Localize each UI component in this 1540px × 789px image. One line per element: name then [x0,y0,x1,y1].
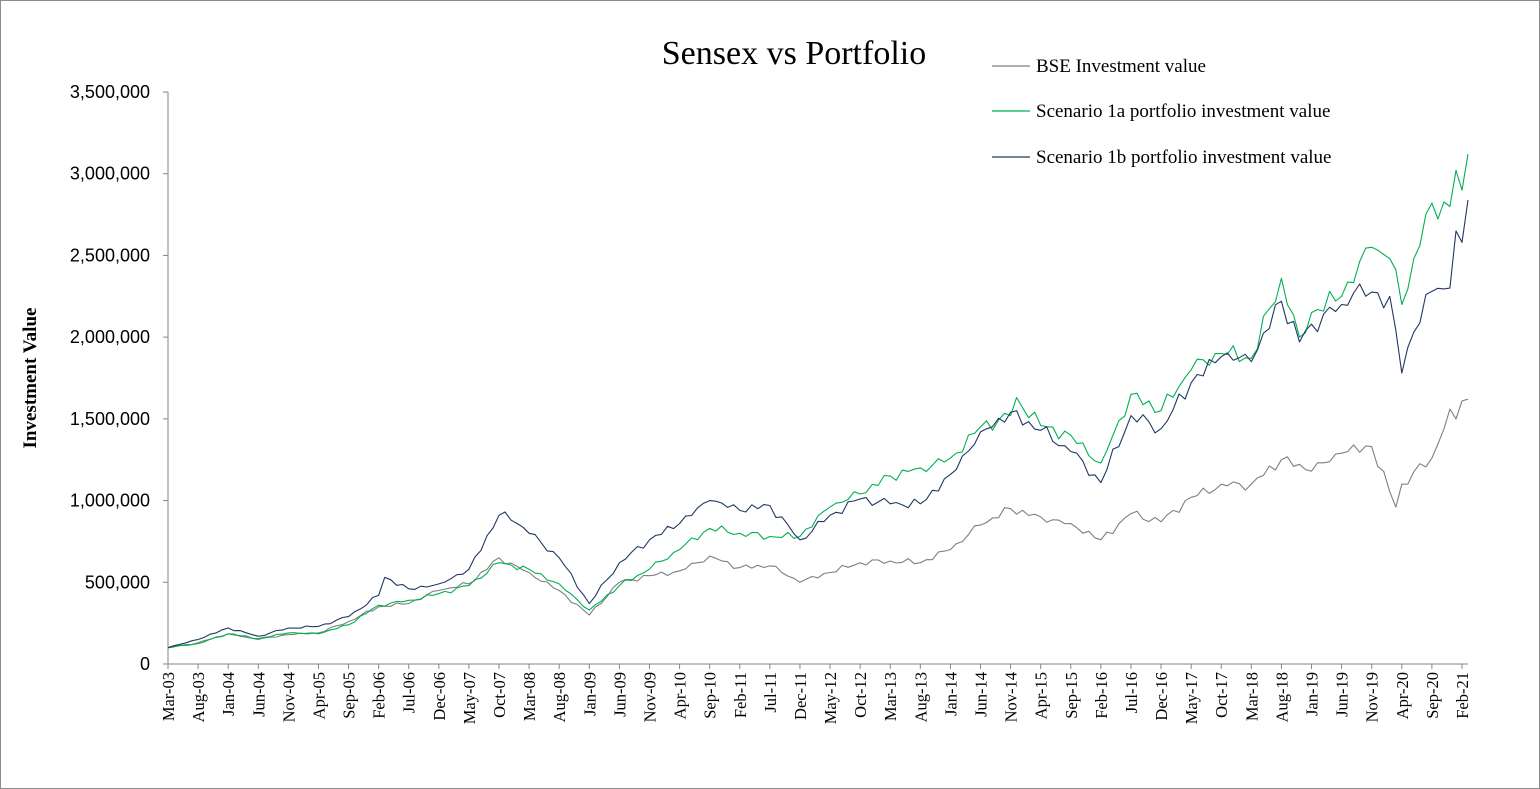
legend: BSE Investment value Scenario 1a portfoli… [992,56,1331,168]
x-tick-label: May-12 [821,672,840,724]
x-tick-label: Feb-16 [1092,672,1111,719]
x-axis: Mar-03 Aug-03 Jan-04 Jun-04 Nov-04 Apr-05 Sep-… [159,663,1472,724]
x-tick-label: Oct-17 [1212,672,1231,718]
x-tick-label: Nov-19 [1363,672,1382,722]
legend-label-1: BSE Investment value [1036,56,1206,77]
y-axis-label: Investment Value [20,308,41,449]
x-tick-label: Jan-04 [219,672,238,716]
legend-label-2: Scenario 1a portfolio investment value [1036,101,1330,122]
x-tick-label: Dec-11 [791,672,810,720]
chart-title: Sensex vs Portfolio [662,35,926,72]
x-tick-label: Sep-10 [701,672,720,719]
x-tick-label: May-07 [460,672,479,724]
x-tick-label: Mar-03 [159,672,178,721]
series-line-1 [167,398,1469,649]
x-tick-label: Aug-18 [1272,672,1291,722]
x-tick-label: Apr-20 [1393,672,1412,719]
y-tick-label: 2,500,000 [70,245,150,265]
x-tick-label: Oct-07 [490,672,509,718]
x-tick-label: Nov-09 [640,672,659,722]
y-axis: 0 500,000 1,000,000 1,500,000 2,000,000 2,500… [70,82,169,674]
x-tick-label: Sep-20 [1423,672,1442,719]
y-tick-label: 500,000 [85,572,150,592]
x-tick-label: Aug-13 [911,672,930,722]
y-tick-label: 0 [140,654,150,674]
x-tick-label: Jun-14 [972,672,991,717]
x-tick-label: Dec-06 [430,672,449,721]
series-line-3 [167,199,1469,649]
x-tick-label: Jan-19 [1303,672,1322,716]
x-tick-label: Jun-04 [249,672,268,717]
legend-label-3: Scenario 1b portfolio investment value [1036,147,1331,168]
x-tick-label: Nov-04 [279,672,298,722]
x-tick-label: Mar-13 [881,672,900,721]
x-tick-label: Aug-03 [189,672,208,722]
x-tick-label: Apr-10 [671,672,690,719]
x-tick-label: Mar-18 [1242,672,1261,721]
x-tick-label: Sep-15 [1062,672,1081,719]
x-tick-label: Jul-11 [761,672,780,713]
x-tick-label: Jan-09 [580,672,599,716]
x-tick-label: Jun-19 [1333,672,1352,717]
x-tick-label: Aug-08 [550,672,569,722]
x-tick-label: Dec-16 [1152,672,1171,721]
x-tick-label: Jun-09 [610,672,629,717]
x-tick-label: Jul-16 [1122,672,1141,713]
y-tick-label: 3,500,000 [70,82,150,102]
y-tick-label: 2,000,000 [70,327,150,347]
x-tick-label: Sep-05 [340,672,359,719]
x-tick-label: Feb-21 [1453,672,1472,719]
x-tick-label: Oct-12 [851,672,870,718]
y-tick-label: 1,500,000 [70,409,150,429]
series-line-2 [167,154,1469,649]
x-tick-label: Nov-14 [1002,672,1021,722]
x-tick-label: Apr-05 [309,672,328,719]
series-group [167,154,1469,649]
y-tick-label: 3,000,000 [70,164,150,184]
x-tick-label: Feb-11 [731,672,750,718]
x-tick-label: Feb-06 [370,672,389,719]
x-tick-label: Jul-06 [400,672,419,713]
x-tick-label: May-17 [1182,672,1201,724]
x-tick-label: Mar-08 [520,672,539,721]
y-tick-label: 1,000,000 [70,491,150,511]
x-tick-label: Apr-15 [1032,672,1051,719]
x-tick-label: Jan-14 [941,672,960,716]
